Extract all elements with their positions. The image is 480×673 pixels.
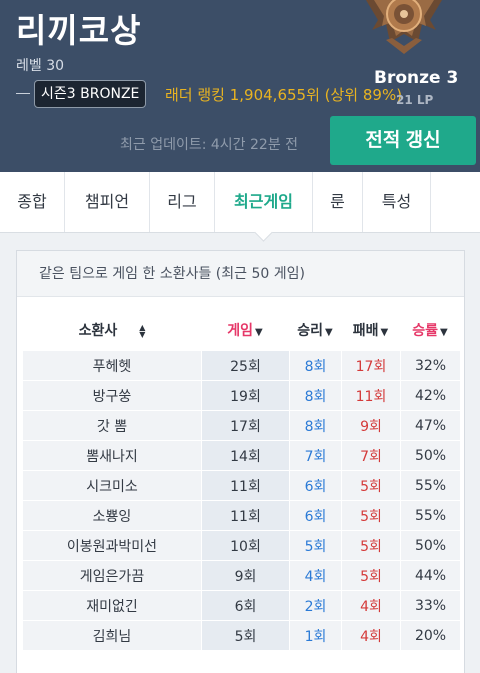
table-header-row: 소환사 ▲ ▼ 게임 ▼ 승리 ▼ 패배 ▼ 승률 ▼ [23, 309, 460, 351]
profile-header: 리끼코상 레벨 30 시즌3 BRONZE 래더 랭킹 1,904,655위 (… [0, 0, 480, 172]
losses-count-cell: 5회 [341, 561, 400, 591]
games-count-cell: 9회 [201, 561, 289, 591]
losses-count-cell: 5회 [341, 501, 400, 531]
games-count-cell: 6회 [201, 591, 289, 621]
table-row: 게임은가끔 9회 4회 5회 44% [23, 561, 460, 591]
losses-count-cell: 17회 [341, 351, 400, 381]
table-row: 방구쑹 19회 8회 11회 42% [23, 381, 460, 411]
summoner-name-cell[interactable]: 시크미소 [23, 471, 201, 501]
summoner-name-cell[interactable]: 게임은가끔 [23, 561, 201, 591]
sort-down-icon: ▼ [255, 327, 263, 338]
summoner-name-cell[interactable]: 방구쑹 [23, 381, 201, 411]
wins-count-cell: 8회 [289, 381, 341, 411]
league-points: 21 LP [396, 93, 434, 107]
wins-count-cell: 6회 [289, 501, 341, 531]
sort-both-icon: ▲ ▼ [139, 323, 146, 339]
column-header-winrate[interactable]: 승률 ▼ [400, 309, 460, 351]
table-row: 재미없긴 6회 2회 4회 33% [23, 591, 460, 621]
games-count-cell: 19회 [201, 381, 289, 411]
column-header-wins[interactable]: 승리 ▼ [289, 309, 341, 351]
summoner-name-cell[interactable]: 갓 뽐 [23, 411, 201, 441]
win-rate-cell: 55% [400, 471, 460, 501]
win-rate-cell: 44% [400, 561, 460, 591]
win-rate-cell: 50% [400, 531, 460, 561]
wins-count-cell: 8회 [289, 351, 341, 381]
wins-count-cell: 7회 [289, 441, 341, 471]
wins-count-cell: 5회 [289, 531, 341, 561]
table-row: 소뿅잉 11회 6회 5회 55% [23, 501, 460, 531]
tab-bar: 종합 챔피언 리그 최근게임 룬 특성 [0, 172, 480, 233]
summoner-name-cell[interactable]: 푸헤헷 [23, 351, 201, 381]
teammates-card: 같은 팀으로 게임 한 소환사들 (최근 50 게임) 소환사 ▲ ▼ 게임 ▼ 승리… [16, 250, 465, 673]
win-rate-cell: 50% [400, 441, 460, 471]
ladder-rank: 래더 랭킹 1,904,655위 (상위 89%) [165, 86, 403, 104]
tab-league[interactable]: 리그 [150, 172, 215, 232]
column-header-summoner[interactable]: 소환사 ▲ ▼ [23, 309, 201, 351]
card-title: 같은 팀으로 게임 한 소환사들 (최근 50 게임) [17, 251, 464, 297]
tab-overview[interactable]: 종합 [0, 172, 65, 232]
summoner-level: 레벨 30 [16, 58, 65, 74]
losses-count-cell: 4회 [341, 591, 400, 621]
teammates-table: 소환사 ▲ ▼ 게임 ▼ 승리 ▼ 패배 ▼ 승률 ▼ 푸헤헷 25회 8회 17회 32% 방구쑹 1… [23, 309, 460, 651]
table-row: 갓 뽐 17회 8회 9회 47% [23, 411, 460, 441]
wins-count-cell: 2회 [289, 591, 341, 621]
tab-champions[interactable]: 챔피언 [65, 172, 150, 232]
table-row: 이봉원과박미선 10회 5회 5회 50% [23, 531, 460, 561]
games-count-cell: 25회 [201, 351, 289, 381]
table-body: 푸헤헷 25회 8회 17회 32% 방구쑹 19회 8회 11회 42% 갓 뽐 17회 8회 9회 47… [23, 351, 460, 651]
wins-count-cell: 6회 [289, 471, 341, 501]
games-count-cell: 14회 [201, 441, 289, 471]
games-count-cell: 11회 [201, 501, 289, 531]
divider [16, 93, 30, 94]
summoner-name-cell[interactable]: 소뿅잉 [23, 501, 201, 531]
losses-count-cell: 5회 [341, 531, 400, 561]
games-count-cell: 10회 [201, 531, 289, 561]
tab-runes[interactable]: 룬 [313, 172, 363, 232]
summoner-name-cell[interactable]: 김희님 [23, 621, 201, 651]
win-rate-cell: 55% [400, 501, 460, 531]
games-count-cell: 17회 [201, 411, 289, 441]
summoner-name-cell[interactable]: 재미없긴 [23, 591, 201, 621]
wins-count-cell: 8회 [289, 411, 341, 441]
win-rate-cell: 47% [400, 411, 460, 441]
sort-down-icon: ▼ [325, 327, 333, 338]
table-row: 푸헤헷 25회 8회 17회 32% [23, 351, 460, 381]
table-row: 김희님 5회 1회 4회 20% [23, 621, 460, 651]
refresh-record-button[interactable]: 전적 갱신 [330, 116, 476, 165]
column-header-games[interactable]: 게임 ▼ [201, 309, 289, 351]
wins-count-cell: 1회 [289, 621, 341, 651]
win-rate-cell: 32% [400, 351, 460, 381]
wins-count-cell: 4회 [289, 561, 341, 591]
losses-count-cell: 4회 [341, 621, 400, 651]
losses-count-cell: 7회 [341, 441, 400, 471]
losses-count-cell: 11회 [341, 381, 400, 411]
summoner-name-cell[interactable]: 이봉원과박미선 [23, 531, 201, 561]
season-badge: 시즌3 BRONZE [34, 80, 147, 108]
win-rate-cell: 20% [400, 621, 460, 651]
losses-count-cell: 9회 [341, 411, 400, 441]
column-header-losses[interactable]: 패배 ▼ [341, 309, 400, 351]
win-rate-cell: 42% [400, 381, 460, 411]
win-rate-cell: 33% [400, 591, 460, 621]
games-count-cell: 5회 [201, 621, 289, 651]
summoner-name: 리끼코상 [16, 11, 142, 50]
bronze-emblem-icon [366, 0, 442, 54]
table-row: 시크미소 11회 6회 5회 55% [23, 471, 460, 501]
sort-down-icon: ▼ [380, 327, 389, 338]
table-row: 뽐새나지 14회 7회 7회 50% [23, 441, 460, 471]
last-updated: 최근 업데이트: 4시간 22분 전 [120, 137, 299, 153]
tier-label: Bronze 3 [374, 68, 459, 88]
summoner-name-cell[interactable]: 뽐새나지 [23, 441, 201, 471]
tab-masteries[interactable]: 특성 [363, 172, 431, 232]
games-count-cell: 11회 [201, 471, 289, 501]
losses-count-cell: 5회 [341, 471, 400, 501]
tab-recent-games[interactable]: 최근게임 [215, 172, 313, 232]
sort-down-icon: ▼ [440, 327, 448, 338]
